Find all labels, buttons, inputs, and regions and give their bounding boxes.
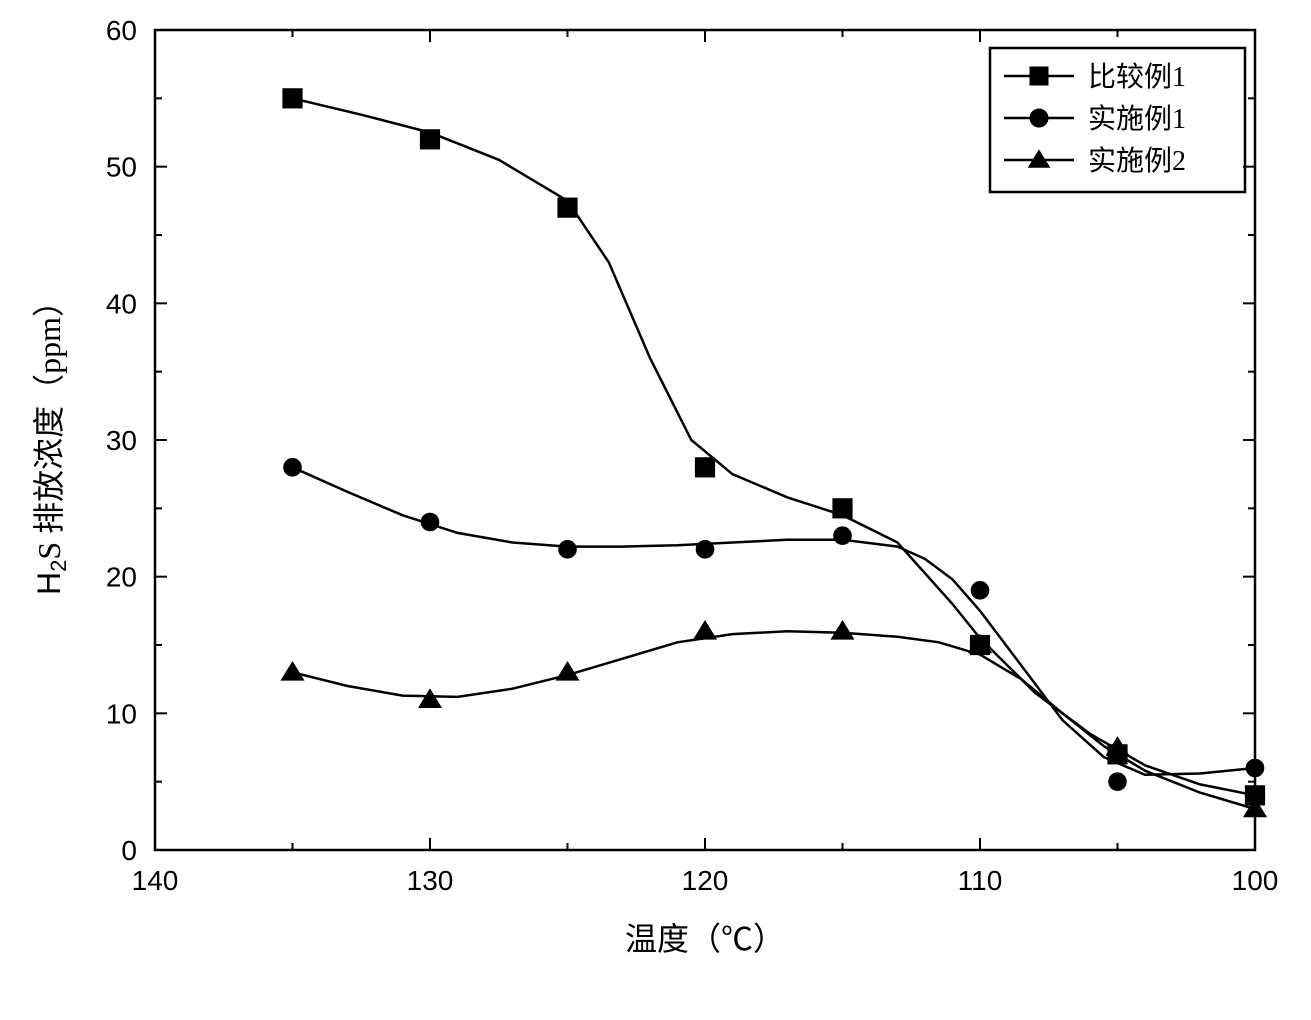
legend-marker-square — [1030, 67, 1048, 85]
x-tick-label: 120 — [682, 865, 729, 896]
marker-square — [283, 89, 302, 108]
marker-square — [695, 458, 714, 477]
legend-label: 比较例1 — [1088, 61, 1186, 93]
y-tick-label: 30 — [106, 425, 137, 456]
marker-triangle — [419, 689, 441, 707]
y-tick-label: 10 — [106, 698, 137, 729]
legend: 比较例1 实施例1 实施例2 — [990, 48, 1245, 192]
legend-label: 实施例1 — [1088, 103, 1186, 135]
marker-triangle — [831, 621, 853, 639]
y-tick-label: 60 — [106, 15, 137, 46]
marker-circle — [1246, 759, 1264, 777]
series-line-实施例1 — [293, 467, 1256, 775]
marker-square — [420, 130, 439, 149]
x-tick-label: 140 — [132, 865, 179, 896]
x-axis-title: 温度（℃） — [625, 921, 785, 957]
marker-circle — [834, 527, 852, 545]
marker-circle — [284, 459, 302, 477]
x-tick-label: 100 — [1232, 865, 1279, 896]
y-tick-label: 40 — [106, 288, 137, 319]
marker-triangle — [281, 662, 303, 680]
marker-circle — [421, 513, 439, 531]
y-tick-label: 50 — [106, 152, 137, 183]
y-tick-label: 0 — [121, 835, 137, 866]
x-tick-label: 110 — [958, 865, 1003, 896]
y-tick-label: 20 — [106, 562, 137, 593]
marker-circle — [971, 582, 989, 600]
marker-circle — [1109, 773, 1127, 791]
y-axis-title: H2S 排放浓度（ppm） — [31, 285, 71, 595]
marker-square — [833, 499, 852, 518]
series-line-比较例1 — [293, 98, 1256, 795]
x-tick-label: 130 — [407, 865, 454, 896]
legend-label: 实施例2 — [1088, 145, 1186, 177]
marker-circle — [696, 541, 714, 559]
legend-marker-circle — [1030, 109, 1048, 127]
marker-triangle — [556, 662, 578, 680]
y-axis-title-group: H2S 排放浓度（ppm） — [31, 285, 71, 595]
chart-container: 140 130 120 110 100 0 10 20 30 40 50 60 温度（℃） H2S 排放浓… — [0, 0, 1311, 1020]
chart-svg: 140 130 120 110 100 0 10 20 30 40 50 60 温度（℃） H2S 排放浓… — [0, 0, 1311, 1020]
marker-square — [558, 198, 577, 217]
marker-circle — [559, 541, 577, 559]
marker-triangle — [694, 621, 716, 639]
